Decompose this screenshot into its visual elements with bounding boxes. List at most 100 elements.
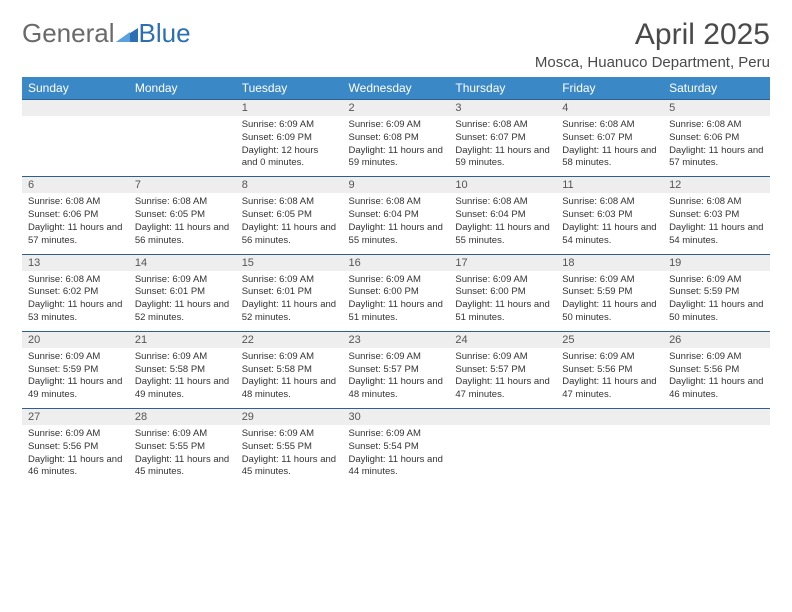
calendar-day-cell: 5Sunrise: 6:08 AMSunset: 6:06 PMDaylight… xyxy=(663,100,770,177)
sunset-line: Sunset: 6:03 PM xyxy=(562,209,657,222)
day-details: Sunrise: 6:09 AMSunset: 5:59 PMDaylight:… xyxy=(22,348,129,408)
calendar-empty-cell xyxy=(663,409,770,486)
day-details: Sunrise: 6:09 AMSunset: 5:59 PMDaylight:… xyxy=(663,271,770,331)
day-number: 14 xyxy=(129,255,236,271)
daylight-line: Daylight: 11 hours and 48 minutes. xyxy=(349,376,444,402)
sunrise-line: Sunrise: 6:08 AM xyxy=(28,196,123,209)
weekday-header: Friday xyxy=(556,77,663,100)
day-number: 15 xyxy=(236,255,343,271)
day-details: Sunrise: 6:09 AMSunset: 5:55 PMDaylight:… xyxy=(236,425,343,485)
daylight-line: Daylight: 11 hours and 44 minutes. xyxy=(349,454,444,480)
sunrise-line: Sunrise: 6:09 AM xyxy=(349,119,444,132)
sunset-line: Sunset: 5:54 PM xyxy=(349,441,444,454)
day-details xyxy=(663,425,770,483)
day-details: Sunrise: 6:08 AMSunset: 6:07 PMDaylight:… xyxy=(449,116,556,176)
day-details: Sunrise: 6:09 AMSunset: 6:00 PMDaylight:… xyxy=(343,271,450,331)
calendar-day-cell: 18Sunrise: 6:09 AMSunset: 5:59 PMDayligh… xyxy=(556,254,663,331)
daylight-line: Daylight: 11 hours and 52 minutes. xyxy=(135,299,230,325)
sunset-line: Sunset: 6:08 PM xyxy=(349,132,444,145)
sunset-line: Sunset: 6:07 PM xyxy=(562,132,657,145)
sunrise-line: Sunrise: 6:08 AM xyxy=(349,196,444,209)
weekday-header: Saturday xyxy=(663,77,770,100)
day-number: 25 xyxy=(556,332,663,348)
day-number: 20 xyxy=(22,332,129,348)
sunrise-line: Sunrise: 6:09 AM xyxy=(135,428,230,441)
weekday-header: Thursday xyxy=(449,77,556,100)
day-number: 26 xyxy=(663,332,770,348)
calendar-day-cell: 2Sunrise: 6:09 AMSunset: 6:08 PMDaylight… xyxy=(343,100,450,177)
calendar-day-cell: 7Sunrise: 6:08 AMSunset: 6:05 PMDaylight… xyxy=(129,177,236,254)
sunrise-line: Sunrise: 6:09 AM xyxy=(562,351,657,364)
day-number: 30 xyxy=(343,409,450,425)
sunset-line: Sunset: 5:57 PM xyxy=(349,364,444,377)
calendar-week-row: 27Sunrise: 6:09 AMSunset: 5:56 PMDayligh… xyxy=(22,409,770,486)
day-details: Sunrise: 6:09 AMSunset: 6:09 PMDaylight:… xyxy=(236,116,343,176)
calendar-day-cell: 29Sunrise: 6:09 AMSunset: 5:55 PMDayligh… xyxy=(236,409,343,486)
calendar-day-cell: 12Sunrise: 6:08 AMSunset: 6:03 PMDayligh… xyxy=(663,177,770,254)
title-block: April 2025 Mosca, Huanuco Department, Pe… xyxy=(535,18,770,71)
daylight-line: Daylight: 11 hours and 56 minutes. xyxy=(135,222,230,248)
daylight-line: Daylight: 11 hours and 51 minutes. xyxy=(455,299,550,325)
day-details xyxy=(556,425,663,483)
day-number: 16 xyxy=(343,255,450,271)
daylight-line: Daylight: 11 hours and 46 minutes. xyxy=(669,376,764,402)
sunrise-line: Sunrise: 6:09 AM xyxy=(669,274,764,287)
sunset-line: Sunset: 5:55 PM xyxy=(242,441,337,454)
sunrise-line: Sunrise: 6:08 AM xyxy=(28,274,123,287)
calendar-day-cell: 17Sunrise: 6:09 AMSunset: 6:00 PMDayligh… xyxy=(449,254,556,331)
day-details: Sunrise: 6:08 AMSunset: 6:03 PMDaylight:… xyxy=(556,193,663,253)
day-number: 22 xyxy=(236,332,343,348)
sunset-line: Sunset: 5:56 PM xyxy=(562,364,657,377)
sunrise-line: Sunrise: 6:09 AM xyxy=(242,274,337,287)
calendar-week-row: 20Sunrise: 6:09 AMSunset: 5:59 PMDayligh… xyxy=(22,331,770,408)
brand-logo: General Blue xyxy=(22,18,191,49)
day-details: Sunrise: 6:09 AMSunset: 6:01 PMDaylight:… xyxy=(129,271,236,331)
sunrise-line: Sunrise: 6:09 AM xyxy=(242,119,337,132)
day-number: 17 xyxy=(449,255,556,271)
sunrise-line: Sunrise: 6:09 AM xyxy=(135,274,230,287)
month-title: April 2025 xyxy=(535,18,770,52)
calendar-day-cell: 24Sunrise: 6:09 AMSunset: 5:57 PMDayligh… xyxy=(449,331,556,408)
sunset-line: Sunset: 6:03 PM xyxy=(669,209,764,222)
day-number xyxy=(556,409,663,425)
calendar-day-cell: 4Sunrise: 6:08 AMSunset: 6:07 PMDaylight… xyxy=(556,100,663,177)
weekday-header: Tuesday xyxy=(236,77,343,100)
sunset-line: Sunset: 6:07 PM xyxy=(455,132,550,145)
day-details xyxy=(449,425,556,483)
calendar-day-cell: 22Sunrise: 6:09 AMSunset: 5:58 PMDayligh… xyxy=(236,331,343,408)
day-details: Sunrise: 6:08 AMSunset: 6:07 PMDaylight:… xyxy=(556,116,663,176)
weekday-header: Wednesday xyxy=(343,77,450,100)
sunset-line: Sunset: 5:59 PM xyxy=(669,286,764,299)
daylight-line: Daylight: 11 hours and 47 minutes. xyxy=(562,376,657,402)
daylight-line: Daylight: 11 hours and 48 minutes. xyxy=(242,376,337,402)
calendar-empty-cell xyxy=(556,409,663,486)
sunrise-line: Sunrise: 6:09 AM xyxy=(562,274,657,287)
day-number: 4 xyxy=(556,100,663,116)
day-number: 10 xyxy=(449,177,556,193)
day-details: Sunrise: 6:08 AMSunset: 6:03 PMDaylight:… xyxy=(663,193,770,253)
sunrise-line: Sunrise: 6:08 AM xyxy=(242,196,337,209)
daylight-line: Daylight: 11 hours and 49 minutes. xyxy=(28,376,123,402)
day-details: Sunrise: 6:09 AMSunset: 6:00 PMDaylight:… xyxy=(449,271,556,331)
day-details: Sunrise: 6:09 AMSunset: 6:01 PMDaylight:… xyxy=(236,271,343,331)
sunset-line: Sunset: 5:58 PM xyxy=(135,364,230,377)
calendar-day-cell: 11Sunrise: 6:08 AMSunset: 6:03 PMDayligh… xyxy=(556,177,663,254)
day-number: 12 xyxy=(663,177,770,193)
day-details: Sunrise: 6:09 AMSunset: 5:58 PMDaylight:… xyxy=(236,348,343,408)
day-details: Sunrise: 6:08 AMSunset: 6:02 PMDaylight:… xyxy=(22,271,129,331)
location-text: Mosca, Huanuco Department, Peru xyxy=(535,54,770,71)
day-details: Sunrise: 6:09 AMSunset: 5:54 PMDaylight:… xyxy=(343,425,450,485)
calendar-empty-cell xyxy=(129,100,236,177)
day-details xyxy=(129,116,236,174)
day-number: 1 xyxy=(236,100,343,116)
day-number: 5 xyxy=(663,100,770,116)
brand-general: General xyxy=(22,18,115,49)
calendar-day-cell: 19Sunrise: 6:09 AMSunset: 5:59 PMDayligh… xyxy=(663,254,770,331)
sunrise-line: Sunrise: 6:09 AM xyxy=(242,351,337,364)
sunset-line: Sunset: 5:59 PM xyxy=(28,364,123,377)
daylight-line: Daylight: 11 hours and 59 minutes. xyxy=(349,145,444,171)
brand-triangle-icon xyxy=(116,18,138,49)
daylight-line: Daylight: 11 hours and 55 minutes. xyxy=(455,222,550,248)
sunrise-line: Sunrise: 6:09 AM xyxy=(28,428,123,441)
brand-blue: Blue xyxy=(139,18,191,49)
